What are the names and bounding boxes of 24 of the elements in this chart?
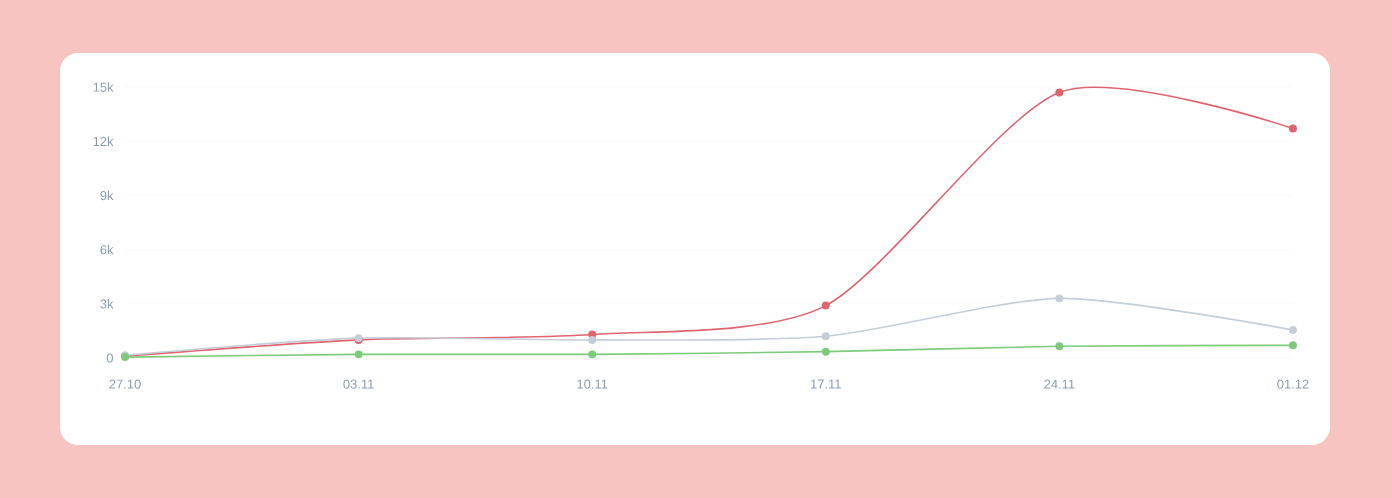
y-tick-label: 3k bbox=[100, 299, 114, 309]
point bbox=[821, 332, 830, 341]
x-tick-label: 17.11 bbox=[811, 379, 841, 389]
x-tick-label: 01.12 bbox=[1277, 379, 1309, 389]
y-tick-label: 12k bbox=[93, 136, 114, 146]
x-tick-label: 10.11 bbox=[577, 379, 608, 389]
y-tick-label: 9k bbox=[100, 190, 114, 201]
point bbox=[821, 347, 830, 356]
point bbox=[1288, 341, 1297, 350]
point bbox=[588, 350, 597, 359]
y-tick-label: 6k bbox=[100, 244, 114, 255]
point bbox=[821, 301, 830, 310]
point bbox=[354, 350, 363, 359]
point bbox=[1288, 124, 1297, 133]
point bbox=[1055, 342, 1064, 351]
point bbox=[588, 335, 597, 344]
x-tick-label: 03.11 bbox=[343, 379, 374, 389]
x-tick-label: 27.10 bbox=[109, 379, 141, 389]
point bbox=[1055, 88, 1064, 97]
y-tick-label: 0 bbox=[106, 353, 113, 363]
point bbox=[1055, 294, 1064, 303]
point bbox=[1288, 325, 1297, 334]
x-tick-label: 24.11 bbox=[1044, 379, 1075, 389]
y-tick-label: 15k bbox=[93, 82, 114, 92]
